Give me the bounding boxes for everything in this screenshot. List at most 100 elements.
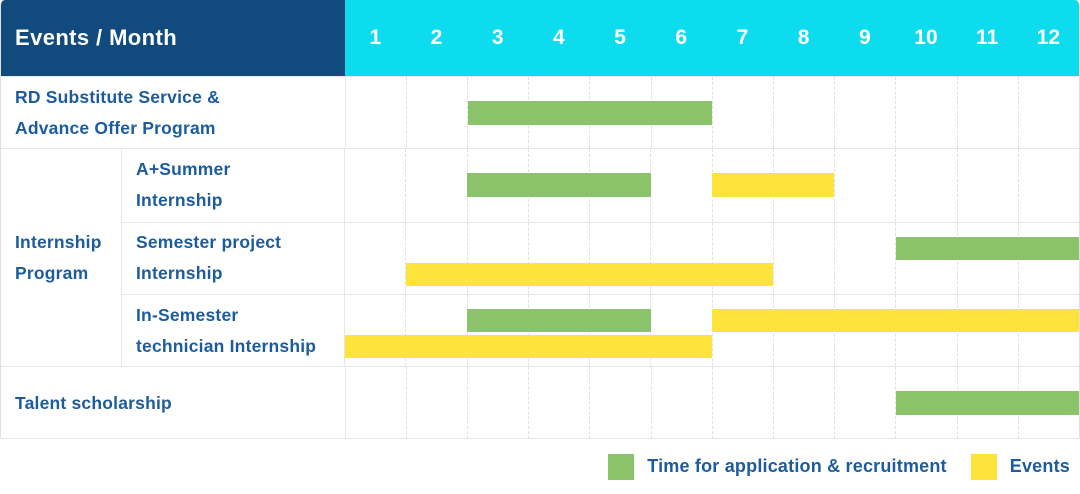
chart-area-rd <box>344 77 1079 148</box>
legend-label: Time for application & recruitment <box>647 456 947 476</box>
row-label-line: Talent scholarship <box>15 392 172 413</box>
table-row: In-Semester technician Internship <box>122 294 1079 366</box>
legend-item-events: Events <box>970 453 1070 480</box>
events-color-swatch <box>970 453 997 480</box>
month-gridline-cell <box>468 367 530 438</box>
month-gridline-cell <box>896 149 958 222</box>
chart-area-talent-scholarship <box>344 367 1079 438</box>
gantt-bar-event <box>712 309 1079 333</box>
recruitment-color-swatch <box>608 453 635 480</box>
table-row: RD Substitute Service & Advance Offer Pr… <box>1 76 1079 148</box>
gantt-bar-recruitment <box>895 391 1079 415</box>
month-gridline-cell <box>529 367 591 438</box>
schedule-table: Events / Month 1 2 3 4 5 6 7 8 9 10 11 12 RD Substi… <box>0 0 1080 439</box>
row-label-rd-substitute: RD Substitute Service & Advance Offer Pr… <box>1 77 345 148</box>
gantt-bar-recruitment <box>467 309 651 333</box>
row-label-line: technician Internship <box>136 335 317 356</box>
month-gridline-cell <box>590 367 652 438</box>
month-gridline-cell <box>835 222 897 295</box>
gantt-bar-recruitment <box>467 101 713 125</box>
month-gridline-cell <box>345 295 407 366</box>
month-gridline-cell <box>346 77 407 148</box>
month-gridline-cell <box>1019 77 1079 148</box>
row-label-line: Semester project <box>136 232 282 253</box>
group-label-internship-program: Internship Program <box>1 149 122 366</box>
month-gridline-cell <box>835 367 897 438</box>
month-gridline-cell <box>590 222 652 295</box>
row-label-line: A+Summer <box>136 159 231 180</box>
row-label-talent-scholarship: Talent scholarship <box>1 367 345 438</box>
gantt-bar-recruitment <box>467 173 651 197</box>
month-header-cell: 3 <box>491 26 504 49</box>
month-header-cell: 6 <box>675 26 688 49</box>
month-gridline-cell <box>406 295 468 366</box>
month-header-cell: 4 <box>553 26 565 49</box>
month-gridline-cell <box>896 77 958 148</box>
month-gridline-cell <box>529 222 590 295</box>
month-gridline-cell <box>346 367 407 438</box>
month-gridline-cell <box>652 367 713 438</box>
month-gridline-cell <box>468 222 529 295</box>
chart-area-a-plus-summer <box>344 149 1079 222</box>
month-gridline-cell <box>651 222 713 295</box>
month-gridline-cell <box>651 295 713 366</box>
month-gridline-cell <box>407 77 469 148</box>
table-row: A+Summer Internship <box>122 149 1079 222</box>
internship-program-group: Internship Program A+Summer Internship S… <box>1 148 1079 366</box>
month-header-cell: 5 <box>614 26 626 49</box>
row-label-line: Advance Offer Program <box>15 117 216 138</box>
month-gridline-cell <box>406 149 468 222</box>
month-header-cell: 11 <box>976 26 999 49</box>
gantt-bar-event <box>406 262 774 286</box>
month-gridline-cell <box>774 77 836 148</box>
table-row: Talent scholarship <box>1 366 1079 438</box>
month-header-cell: 7 <box>736 26 749 49</box>
row-label-a-plus-summer: A+Summer Internship <box>122 149 344 222</box>
table-row: Semester project Internship <box>122 221 1079 295</box>
month-gridlines <box>346 77 1079 148</box>
events-month-header: Events / Month <box>1 0 345 76</box>
month-header-cell: 9 <box>858 26 871 49</box>
month-header-cell: 8 <box>797 26 810 49</box>
month-gridline-cell <box>835 149 897 222</box>
internship-group-body: A+Summer Internship Semester project Int… <box>122 149 1079 366</box>
month-header-cells: 1 2 3 4 5 6 7 8 9 10 11 12 <box>344 0 1079 76</box>
month-gridline-cell <box>651 149 713 222</box>
legend-item-recruitment: Time for application & recruitment <box>608 453 947 480</box>
month-header-cell: 10 <box>914 26 938 49</box>
gantt-bar-event <box>712 173 835 197</box>
month-gridline-cell <box>407 367 469 438</box>
month-gridline-cell <box>713 367 774 438</box>
gantt-bar-event <box>345 335 712 359</box>
chart-area-in-semester-technician <box>344 295 1079 366</box>
month-gridline-cell <box>1019 149 1079 222</box>
month-gridline-cell <box>774 222 835 295</box>
month-header-cell: 1 <box>369 26 382 49</box>
group-label-line: Internship <box>15 231 102 252</box>
month-gridline-cell <box>345 222 407 295</box>
month-gridline-cell <box>958 77 1019 148</box>
group-label-line: Program <box>15 262 89 283</box>
row-label-line: Internship <box>136 190 223 211</box>
month-gridline-cell <box>958 149 1019 222</box>
month-header-cell: 2 <box>430 26 443 49</box>
month-gridline-cell <box>345 149 407 222</box>
row-label-line: Internship <box>136 263 223 284</box>
month-gridline-cell <box>774 149 835 222</box>
legend: Time for application & recruitment Event… <box>0 439 1080 494</box>
month-gridline-cell <box>406 222 468 295</box>
month-header-cell: 12 <box>1036 26 1061 49</box>
month-gridline-cell <box>713 77 774 148</box>
month-gridline-cell <box>835 77 897 148</box>
month-gridline-cell <box>774 367 836 438</box>
month-gridline-cell <box>713 222 774 295</box>
chart-area-semester-project <box>344 222 1079 295</box>
gantt-bar-recruitment <box>895 236 1079 260</box>
header-row: Events / Month 1 2 3 4 5 6 7 8 9 10 11 12 <box>1 0 1079 76</box>
row-label-line: In-Semester <box>136 304 239 325</box>
row-label-semester-project: Semester project Internship <box>122 223 344 295</box>
row-label-line: RD Substitute Service & <box>15 86 220 107</box>
legend-label: Events <box>1009 456 1070 476</box>
row-label-in-semester-technician: In-Semester technician Internship <box>122 295 344 366</box>
